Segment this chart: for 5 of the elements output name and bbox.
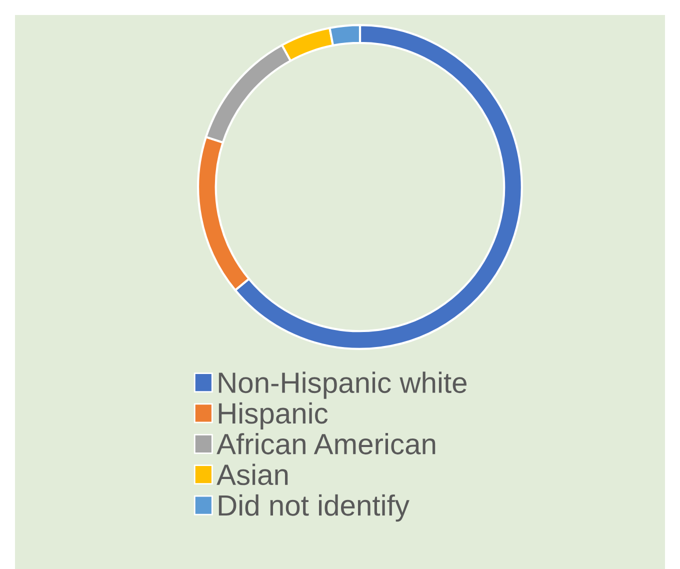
legend-label: Non-Hispanic white [218,372,467,399]
legend-label: Asian [216,464,288,486]
legend-label: Did not identify [218,494,410,522]
legend-label: Hispanic [218,402,328,430]
legend-label: African American [216,433,436,454]
